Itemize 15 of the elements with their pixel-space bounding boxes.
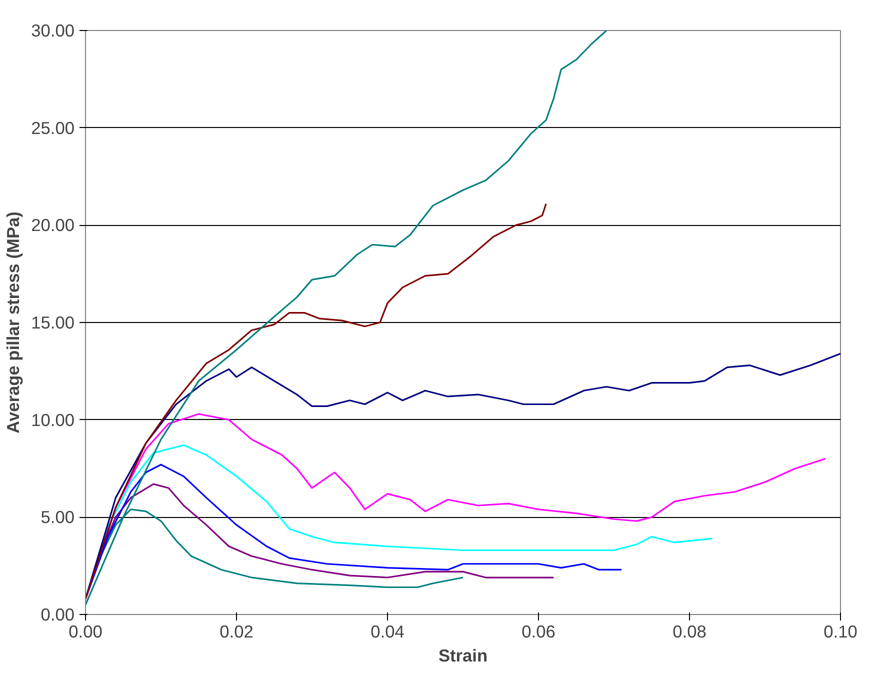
x-tick-label: 0.04 [370, 622, 405, 642]
x-tick-label: 0.06 [522, 622, 556, 642]
y-tick-label: 30.00 [31, 20, 75, 40]
x-tick-label: 0.08 [672, 622, 706, 642]
y-tick-label: 20.00 [31, 215, 75, 236]
y-tick-label: 10.00 [31, 410, 75, 430]
y-tick-label: 15.00 [31, 312, 75, 332]
x-tick-label: 0.02 [220, 622, 254, 642]
y-tick-label: 25.00 [31, 118, 75, 138]
x-axis-title: Strain [438, 646, 488, 666]
x-tick-label: 0.00 [68, 622, 102, 642]
x-tick-label: 0.10 [824, 622, 858, 642]
y-tick-label: 0.00 [40, 604, 75, 624]
y-axis-title: Average pillar stress (MPa) [3, 212, 24, 434]
y-tick-label: 5.00 [40, 507, 75, 528]
